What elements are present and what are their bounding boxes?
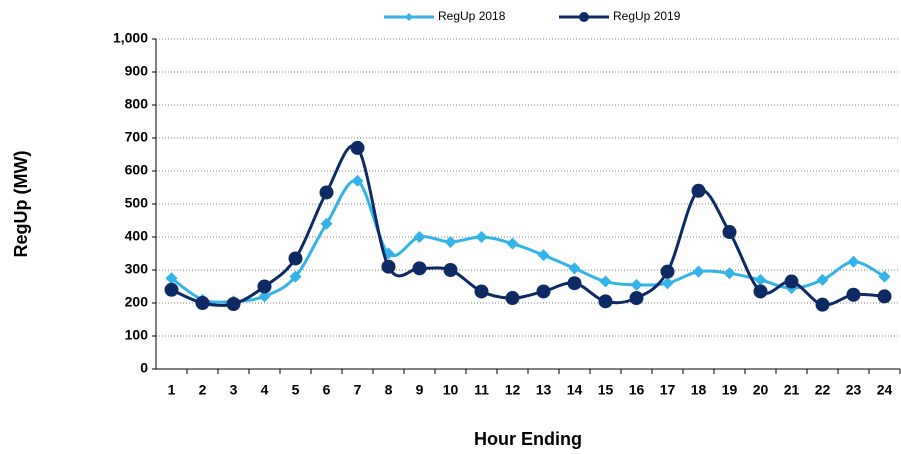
x-tick-label: 10 [443, 382, 459, 398]
data-point [754, 273, 767, 286]
x-tick-label: 15 [598, 382, 614, 398]
legend-marker [579, 12, 589, 22]
data-point [257, 279, 272, 294]
data-point [195, 296, 210, 310]
data-point [474, 284, 489, 299]
y-tick-label: 300 [125, 261, 149, 277]
data-point [289, 270, 302, 283]
data-point [164, 282, 179, 297]
data-point [505, 291, 520, 306]
legend-label: RegUp 2019 [613, 9, 681, 23]
x-tick-label: 19 [722, 382, 738, 398]
x-tick-label: 5 [292, 382, 300, 398]
data-point [846, 287, 861, 302]
data-point [537, 249, 550, 262]
data-point [661, 277, 674, 290]
x-tick-label: 13 [536, 382, 552, 398]
x-tick-label: 11 [474, 382, 489, 398]
y-tick-label: 0 [140, 360, 148, 376]
y-tick-label: 800 [125, 96, 149, 112]
y-tick-label: 100 [125, 327, 149, 343]
data-point [691, 183, 706, 198]
data-point [723, 267, 736, 280]
y-tick-label: 200 [125, 294, 149, 310]
data-point [381, 259, 396, 274]
x-tick-label: 9 [416, 382, 424, 398]
data-point [412, 261, 427, 276]
x-tick-label: 16 [629, 382, 645, 398]
y-tick-label: 700 [125, 129, 149, 145]
data-point [567, 276, 582, 291]
data-point [475, 231, 488, 243]
x-tick-label: 18 [691, 382, 707, 398]
data-point [165, 272, 178, 285]
data-point [320, 217, 333, 230]
data-point [598, 294, 613, 309]
data-point [536, 284, 551, 299]
data-point [444, 235, 457, 248]
data-point [722, 225, 737, 240]
data-point [288, 251, 303, 266]
data-point [660, 264, 675, 279]
x-axis-label: Hour Ending [474, 429, 582, 449]
legend-label: RegUp 2018 [438, 9, 506, 23]
data-point [258, 290, 271, 303]
data-point [692, 265, 705, 278]
x-tick-label: 3 [230, 382, 238, 398]
y-tick-label: 500 [125, 195, 149, 211]
data-point [568, 262, 581, 275]
series-line [170, 179, 886, 304]
x-tick-label: 12 [505, 382, 521, 398]
x-tick-label: 14 [567, 382, 583, 398]
x-tick-label: 22 [815, 382, 831, 398]
data-point [847, 255, 860, 268]
x-tick-label: 7 [354, 382, 362, 398]
data-point [815, 297, 830, 312]
x-tick-label: 21 [784, 382, 800, 398]
data-point [413, 231, 426, 243]
x-tick-label: 24 [877, 382, 893, 398]
x-tick-label: 1 [168, 382, 176, 398]
x-tick-label: 20 [753, 382, 769, 398]
data-point [753, 284, 768, 299]
data-point [350, 140, 365, 155]
x-tick-label: 2 [199, 382, 207, 398]
y-tick-label: 600 [125, 162, 149, 178]
y-tick-label: 400 [125, 228, 149, 244]
data-point [226, 296, 241, 311]
y-tick-label: 1,000 [113, 30, 148, 46]
data-point [784, 274, 799, 289]
y-axis-label: RegUp (MW) [11, 151, 31, 258]
data-point [443, 263, 458, 277]
x-tick-label: 4 [261, 382, 269, 398]
data-point [877, 289, 892, 304]
data-point [629, 291, 644, 306]
data-point [351, 174, 364, 187]
data-point [630, 278, 643, 291]
legend-marker [405, 13, 413, 21]
data-point [506, 237, 519, 250]
data-point [816, 273, 829, 286]
data-point [599, 275, 612, 288]
x-tick-label: 17 [660, 382, 676, 398]
x-tick-label: 23 [846, 382, 862, 398]
y-tick-label: 900 [125, 63, 149, 79]
x-tick-label: 6 [323, 382, 331, 398]
data-point [319, 185, 334, 200]
data-point [878, 270, 891, 283]
series-line [170, 144, 885, 308]
x-tick-label: 8 [385, 382, 393, 398]
